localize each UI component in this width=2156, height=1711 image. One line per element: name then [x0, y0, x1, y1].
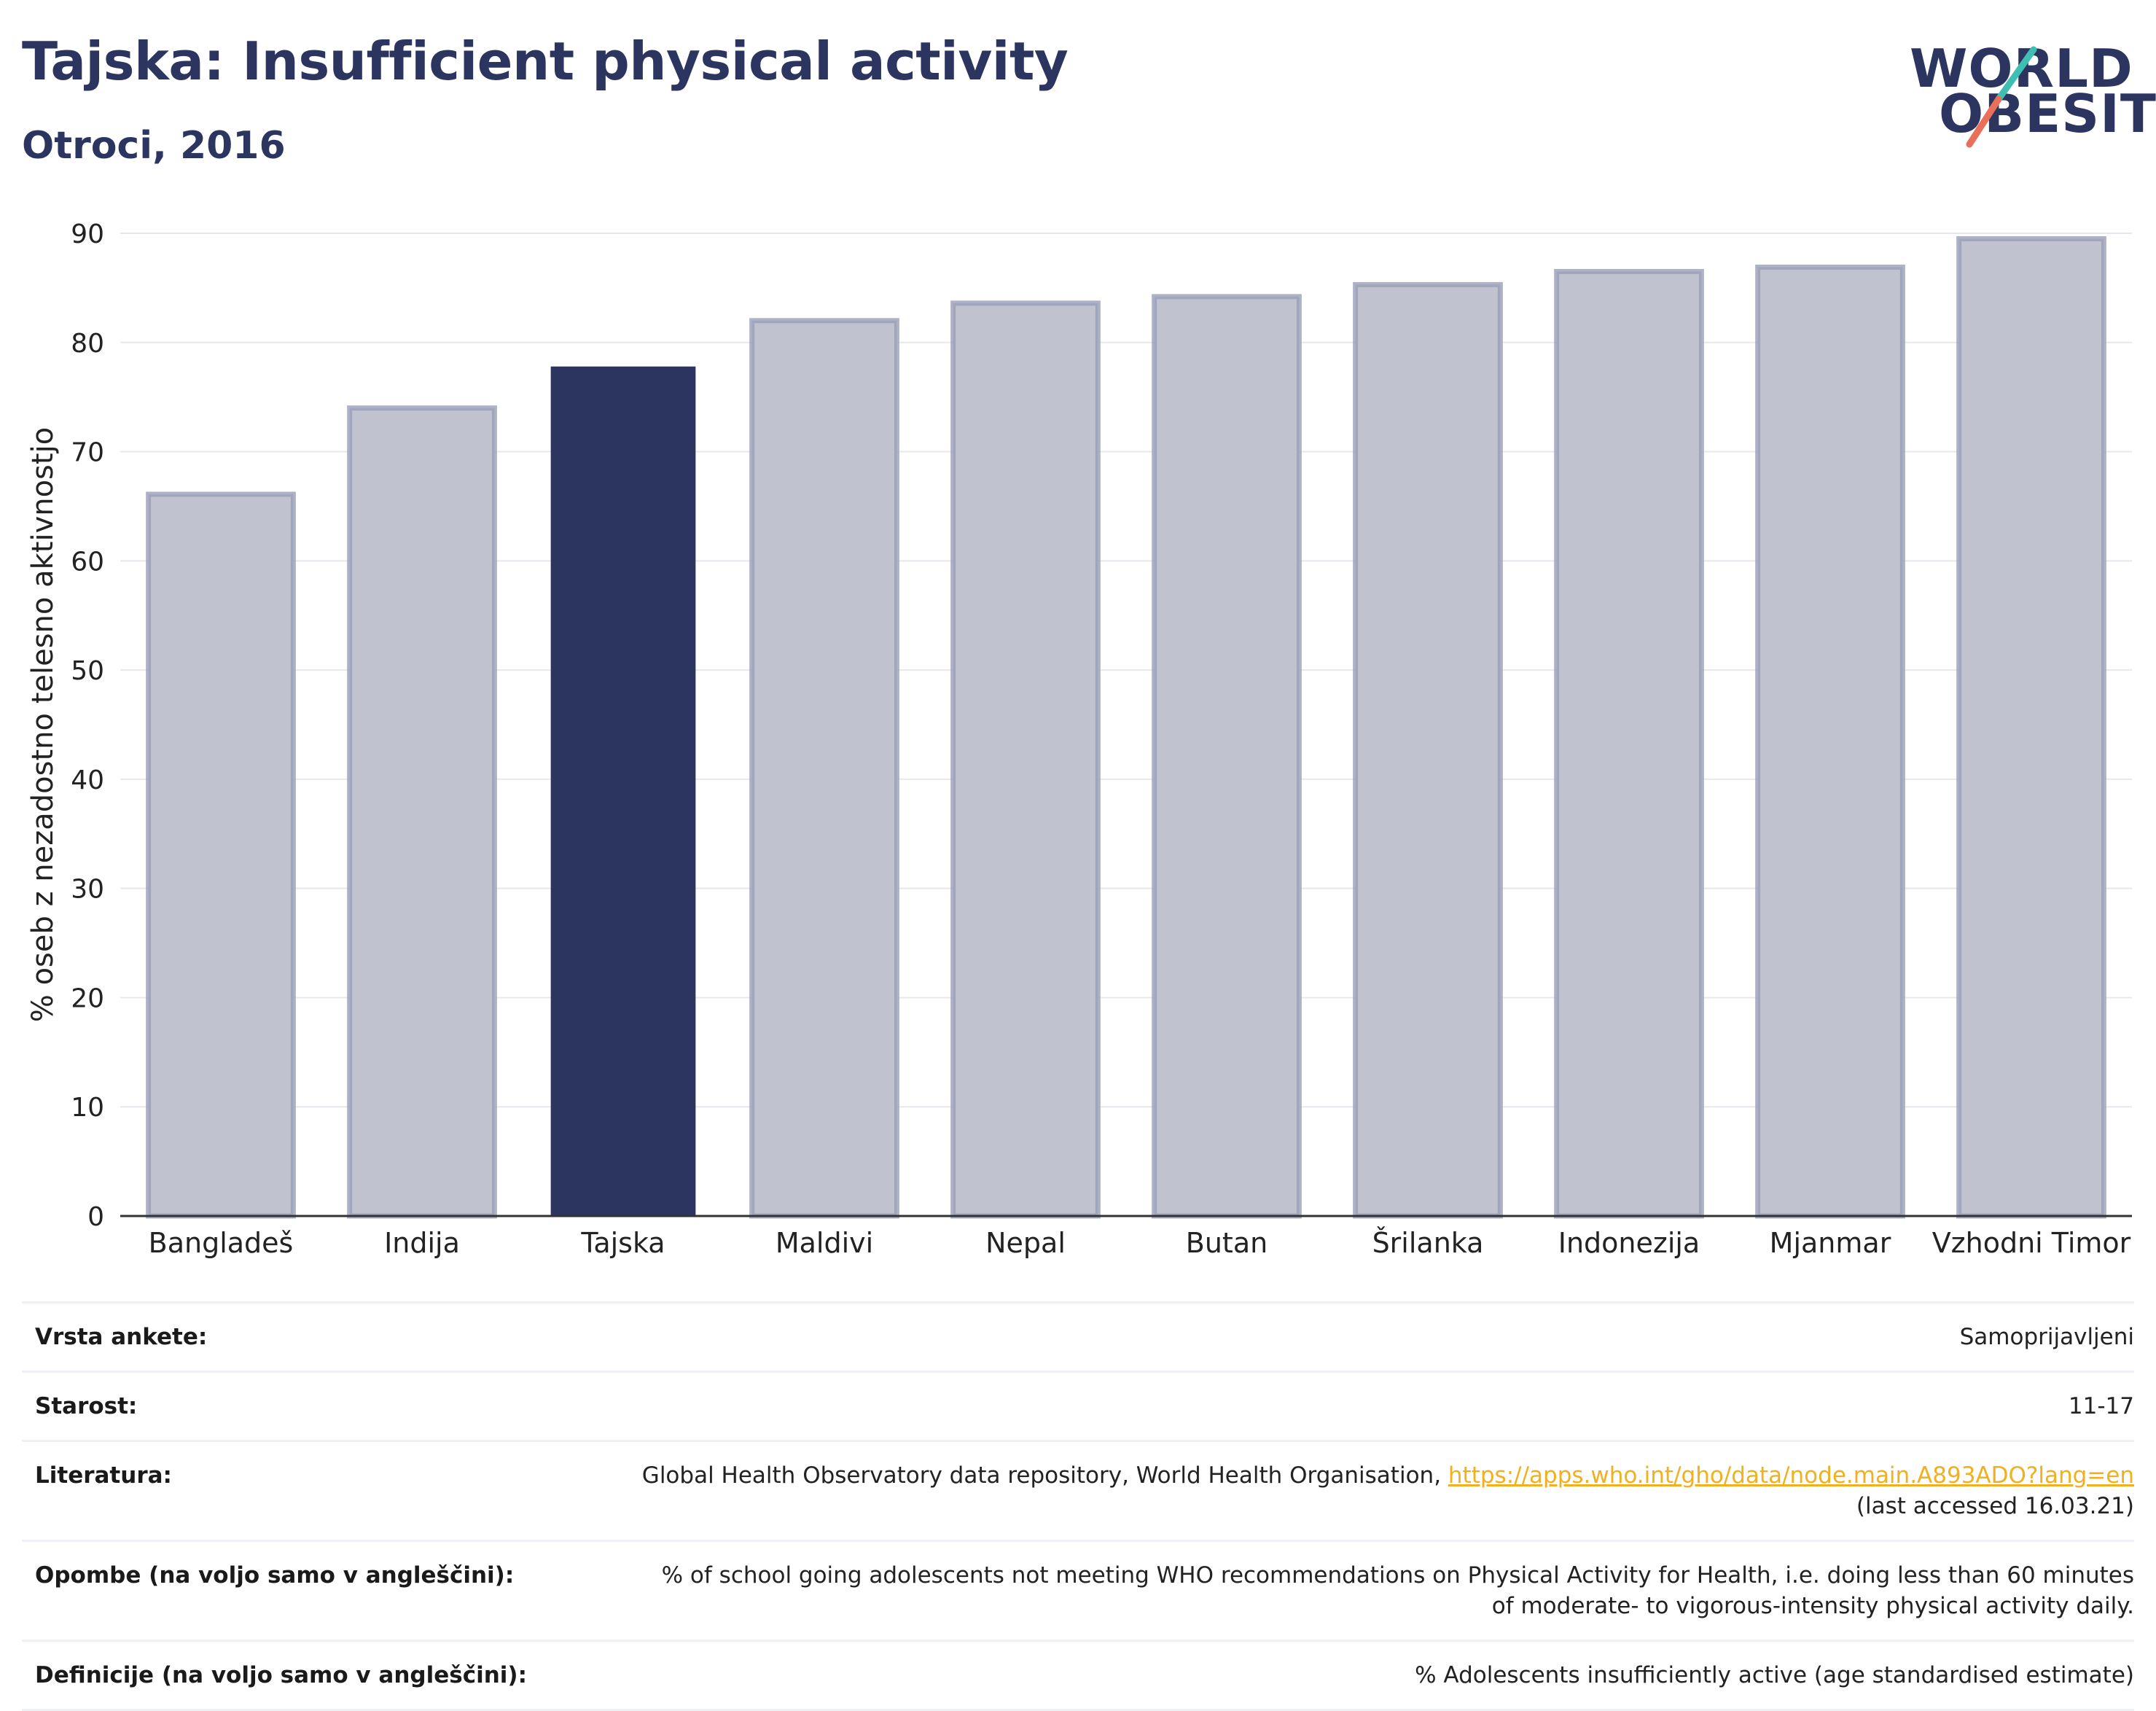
reference-accessed: (last accessed 16.03.21)	[1856, 1493, 2134, 1519]
bar	[1956, 235, 2106, 1219]
metadata-table: Vrsta ankete: Samoprijavljeni Starost: 1…	[22, 1301, 2134, 1711]
y-tick-label: 90	[71, 219, 104, 249]
chart-subtitle: Otroci, 2016	[22, 124, 286, 168]
meta-row-definitions: Definicije (na voljo samo v angleščini):…	[22, 1640, 2134, 1711]
x-tick-label: Butan	[1186, 1227, 1268, 1259]
y-tick-label: 70	[71, 438, 104, 468]
bar	[749, 318, 899, 1219]
x-tick-label: Indija	[384, 1227, 460, 1259]
reference-link[interactable]: https://apps.who.int/gho/data/node.main.…	[1448, 1462, 2134, 1489]
y-tick-label: 50	[71, 656, 104, 686]
y-tick-label: 10	[71, 1093, 104, 1123]
bar-chart: 0 10 20 30 40 50 60 70 80 90 Bangladeš Indija Tajska…	[26, 219, 2132, 1259]
world-obesity-logo: WORLD OBESITY	[1902, 35, 2156, 159]
bar	[1353, 281, 1503, 1219]
y-axis-title: % oseb z nezadostno telesno aktivnostjo	[26, 427, 60, 1022]
bar	[550, 366, 696, 1216]
bar	[146, 491, 296, 1219]
x-tick-label: Mjanmar	[1770, 1227, 1891, 1259]
x-tick-label: Šrilanka	[1372, 1227, 1484, 1259]
bar	[1755, 264, 1905, 1219]
x-tick-label: Vzhodni Timor	[1932, 1227, 2131, 1259]
age-value: 11-17	[2068, 1393, 2134, 1419]
y-tick-label: 20	[71, 983, 104, 1013]
notes-label: Opombe (na voljo samo v angleščini):	[35, 1562, 515, 1589]
definitions-value: % Adolescents insufficiently active (age…	[1415, 1662, 2134, 1688]
logo-slash-icon	[1966, 46, 2037, 148]
bar	[347, 405, 497, 1219]
meta-row-age: Starost: 11-17	[22, 1371, 2134, 1440]
definitions-label: Definicije (na voljo samo v angleščini):	[35, 1662, 527, 1688]
bar	[950, 300, 1101, 1219]
survey-value: Samoprijavljeni	[1959, 1324, 2134, 1350]
reference-value: Global Health Observatory data repositor…	[642, 1460, 2134, 1521]
reference-text: Global Health Observatory data repositor…	[641, 1462, 1442, 1489]
age-label: Starost:	[35, 1393, 138, 1419]
x-tick-label: Maldivi	[776, 1227, 873, 1259]
survey-label: Vrsta ankete:	[35, 1324, 208, 1350]
bar	[1554, 268, 1704, 1219]
reference-label: Literatura:	[35, 1462, 172, 1489]
y-tick-label: 60	[71, 547, 104, 577]
y-tick-label: 80	[71, 329, 104, 359]
x-tick-label: Bangladeš	[149, 1227, 294, 1259]
x-tick-label: Indonezija	[1558, 1227, 1700, 1259]
y-tick-label: 40	[71, 765, 104, 795]
meta-row-survey: Vrsta ankete: Samoprijavljeni	[22, 1301, 2134, 1371]
chart-title: Tajska: Insufficient physical activity	[22, 31, 1069, 92]
meta-row-notes: Opombe (na voljo samo v angleščini): % o…	[22, 1540, 2134, 1640]
bar	[1152, 294, 1302, 1219]
x-tick-label: Tajska	[580, 1227, 665, 1259]
x-tick-label: Nepal	[985, 1227, 1066, 1259]
notes-value: % of school going adolescents not meetin…	[661, 1562, 2134, 1619]
y-tick-label: 0	[87, 1202, 104, 1232]
meta-row-reference: Literatura: Global Health Observatory da…	[22, 1440, 2134, 1540]
y-tick-label: 30	[71, 875, 104, 905]
